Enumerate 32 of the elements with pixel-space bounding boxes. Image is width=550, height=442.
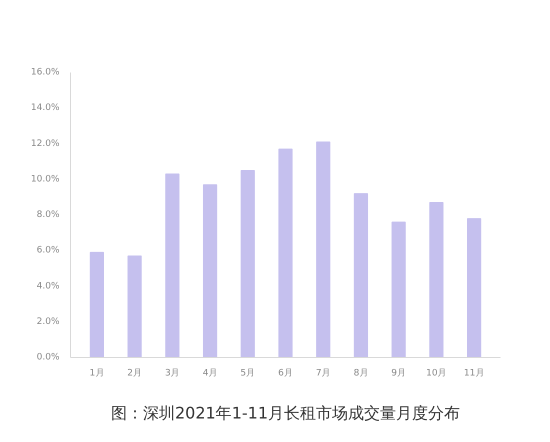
- x-tick-label: 2月: [127, 368, 142, 378]
- y-tick-label: 0.0%: [36, 352, 60, 362]
- x-tick-label: 7月: [316, 368, 331, 378]
- bar: [90, 252, 104, 358]
- y-tick-label: 16.0%: [30, 68, 60, 78]
- x-tick-label: 11月: [464, 368, 484, 378]
- y-tick-label: 8.0%: [36, 210, 60, 220]
- x-tick-label: 8月: [354, 368, 368, 378]
- x-tick-label: 1月: [90, 368, 104, 378]
- bar: [165, 174, 180, 358]
- bar: [466, 218, 482, 358]
- bar: [278, 148, 293, 358]
- bar: [128, 255, 142, 358]
- y-tick-label: 14.0%: [30, 103, 60, 114]
- x-tick-label: 9月: [391, 368, 406, 378]
- y-tick-label: 6.0%: [36, 246, 60, 256]
- bar: [316, 141, 330, 358]
- x-tick-label: 6月: [278, 368, 293, 378]
- bar: [354, 193, 368, 358]
- text: 图：深圳2021年1-11月长租市场成交量月度分布: [110, 404, 460, 422]
- x-tick-label: 3月: [164, 368, 180, 378]
- x-tick-label: 5月: [240, 368, 256, 378]
- y-tick-label: 12.0%: [30, 138, 60, 149]
- bar: [392, 222, 406, 358]
- bar: [202, 184, 218, 358]
- bar: [429, 202, 444, 358]
- y-tick-label: 2.0%: [36, 316, 60, 327]
- x-tick-label: 4月: [202, 368, 218, 378]
- y-tick-label: 10.0%: [30, 174, 60, 184]
- x-tick-label: 10月: [426, 368, 447, 378]
- bar: [240, 170, 255, 358]
- y-tick-label: 4.0%: [36, 281, 60, 292]
